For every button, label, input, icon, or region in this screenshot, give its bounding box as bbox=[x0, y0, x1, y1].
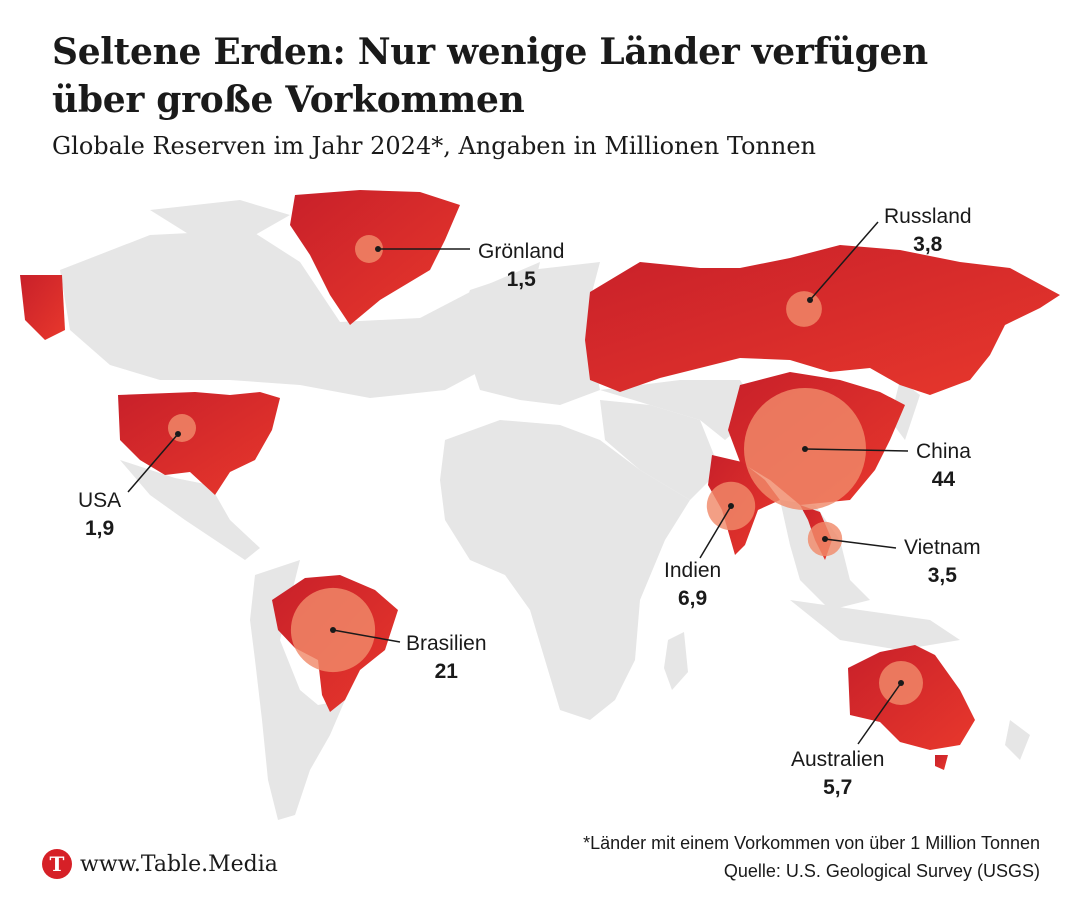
footnote: *Länder mit einem Vorkommen von über 1 M… bbox=[583, 829, 1040, 885]
land-indonesia bbox=[790, 600, 960, 650]
land-south-america bbox=[250, 560, 345, 820]
label-value: 3,5 bbox=[927, 564, 957, 587]
leader-line-indien bbox=[699, 505, 732, 559]
land-north-america bbox=[60, 230, 540, 398]
leader-dot-brasilien bbox=[330, 627, 336, 633]
leader-line-vietnam bbox=[824, 538, 897, 549]
label-value: 21 bbox=[434, 660, 458, 683]
bubble-grönland bbox=[355, 235, 383, 263]
page-subtitle: Globale Reserven im Jahr 2024*, Angaben … bbox=[52, 132, 816, 160]
land-europe bbox=[455, 262, 600, 405]
brand: T www.Table.Media bbox=[42, 849, 278, 879]
label-indien: Indien 6,9 bbox=[664, 557, 721, 613]
country-shape-alaska bbox=[20, 275, 65, 340]
label-usa: USA 1,9 bbox=[78, 487, 121, 543]
label-vietnam: Vietnam 3,5 bbox=[904, 534, 981, 590]
label-russland: Russland 3,8 bbox=[884, 203, 972, 259]
label-value: 5,7 bbox=[823, 776, 853, 799]
land-new-zealand bbox=[1005, 720, 1030, 760]
land-japan bbox=[890, 380, 920, 440]
label-australien: Australien 5,7 bbox=[791, 746, 884, 802]
country-shape-usa bbox=[118, 392, 280, 495]
brand-url[interactable]: www.Table.Media bbox=[80, 851, 278, 877]
label-name: Indien bbox=[664, 559, 722, 582]
label-name: Russland bbox=[884, 205, 972, 228]
label-value: 1,5 bbox=[506, 268, 536, 291]
land-central-america bbox=[120, 460, 260, 560]
page-title: Seltene Erden: Nur wenige Länder verfüge… bbox=[52, 31, 928, 121]
leader-dot-indien bbox=[728, 503, 734, 509]
footnote-source: Quelle: U.S. Geological Survey (USGS) bbox=[723, 861, 1040, 881]
table-media-logo-icon: T bbox=[42, 849, 72, 879]
land-arctic-islands bbox=[150, 200, 290, 235]
leader-line-china bbox=[804, 448, 909, 452]
leader-dot-australien bbox=[898, 680, 904, 686]
label-name: China bbox=[916, 440, 971, 463]
label-value: 44 bbox=[931, 468, 956, 491]
leader-line-russland bbox=[809, 221, 879, 301]
label-brasilien: Brasilien 21 bbox=[406, 630, 487, 686]
label-name: Australien bbox=[791, 748, 885, 771]
country-shape-tasmania bbox=[935, 755, 948, 770]
bubble-russland bbox=[786, 291, 822, 327]
label-name: USA bbox=[78, 489, 122, 512]
leader-dot-russland bbox=[807, 297, 813, 303]
label-leaders bbox=[127, 221, 909, 745]
leader-dot-usa bbox=[175, 431, 181, 437]
land-middle-east bbox=[600, 400, 720, 500]
leader-line-australien bbox=[857, 682, 902, 745]
leader-dot-china bbox=[802, 446, 808, 452]
leader-dot-vietnam bbox=[822, 536, 828, 542]
label-value: 3,8 bbox=[913, 233, 943, 256]
bubble-usa bbox=[168, 414, 196, 442]
label-name: Grönland bbox=[478, 240, 565, 263]
label-name: Vietnam bbox=[904, 536, 981, 559]
land-madagascar bbox=[664, 632, 688, 690]
footnote-note: *Länder mit einem Vorkommen von über 1 M… bbox=[583, 833, 1040, 853]
label-china: China 44 bbox=[916, 438, 971, 494]
leader-line-brasilien bbox=[332, 629, 401, 643]
label-groenland: Grönland 1,5 bbox=[478, 238, 564, 294]
other-land bbox=[60, 200, 1030, 820]
country-shape-russia bbox=[585, 245, 1060, 395]
label-value: 6,9 bbox=[678, 587, 708, 610]
land-africa bbox=[440, 420, 690, 720]
label-name: Brasilien bbox=[406, 632, 487, 655]
label-value: 1,9 bbox=[84, 517, 115, 540]
leader-line-usa bbox=[127, 433, 179, 493]
leader-dot-grönland bbox=[375, 246, 381, 252]
land-central-asia bbox=[600, 380, 760, 440]
